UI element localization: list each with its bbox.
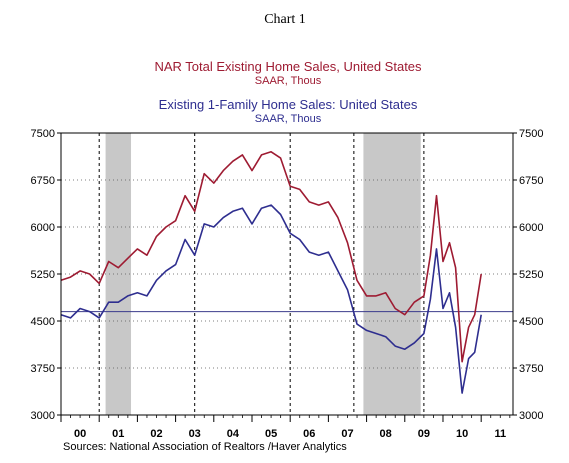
x-tick-label-00: 00: [74, 428, 86, 440]
chart-title-2: Existing 1-Family Home Sales: United Sta…: [159, 97, 418, 112]
y-tick-label-right-4500: 4500: [519, 316, 543, 328]
y-tick-label-left-3000: 3000: [31, 410, 55, 422]
x-tick-label-01: 01: [112, 428, 124, 440]
y-tick-label-left-6750: 6750: [31, 175, 55, 187]
x-tick-label-10: 10: [456, 428, 468, 440]
x-tick-label-08: 08: [380, 428, 392, 440]
x-tick-label-02: 02: [150, 428, 162, 440]
series-line-2: [60, 204, 482, 394]
x-tick-label-05: 05: [265, 428, 277, 440]
y-tick-label-right-6000: 6000: [519, 222, 543, 234]
page-title: Chart 1: [264, 12, 306, 27]
chart-title: NAR Total Existing Home Sales, United St…: [154, 59, 422, 74]
x-tick-label-07: 07: [341, 428, 353, 440]
source-note: Sources: National Association of Realtor…: [63, 441, 347, 453]
y-tick-label-left-6000: 6000: [31, 222, 55, 234]
x-tick-label-03: 03: [189, 428, 201, 440]
y-tick-label-left-7500: 7500: [31, 128, 55, 140]
y-tick-label-left-5250: 5250: [31, 269, 55, 281]
y-tick-label-left-4500: 4500: [31, 316, 55, 328]
y-tick-label-right-3750: 3750: [519, 363, 543, 375]
x-tick-label-04: 04: [227, 428, 240, 440]
series-line-1: [60, 151, 482, 363]
y-tick-label-right-3000: 3000: [519, 410, 543, 422]
y-tick-label-right-6750: 6750: [519, 175, 543, 187]
plot-area: 3000 3000 3750 3750 4500 4500 5250 5250 6000 6000…: [31, 128, 544, 440]
recession-band-2: [363, 133, 421, 415]
chart-subtitle-2: SAAR, Thous: [255, 113, 322, 125]
y-tick-label-left-3750: 3750: [31, 363, 55, 375]
x-tick-label-06: 06: [303, 428, 315, 440]
chart-subtitle: SAAR, Thous: [255, 75, 322, 87]
x-tick-label-11: 11: [494, 428, 506, 440]
x-tick-label-09: 09: [418, 428, 430, 440]
y-tick-label-right-7500: 7500: [519, 128, 543, 140]
y-tick-label-right-5250: 5250: [519, 269, 543, 281]
